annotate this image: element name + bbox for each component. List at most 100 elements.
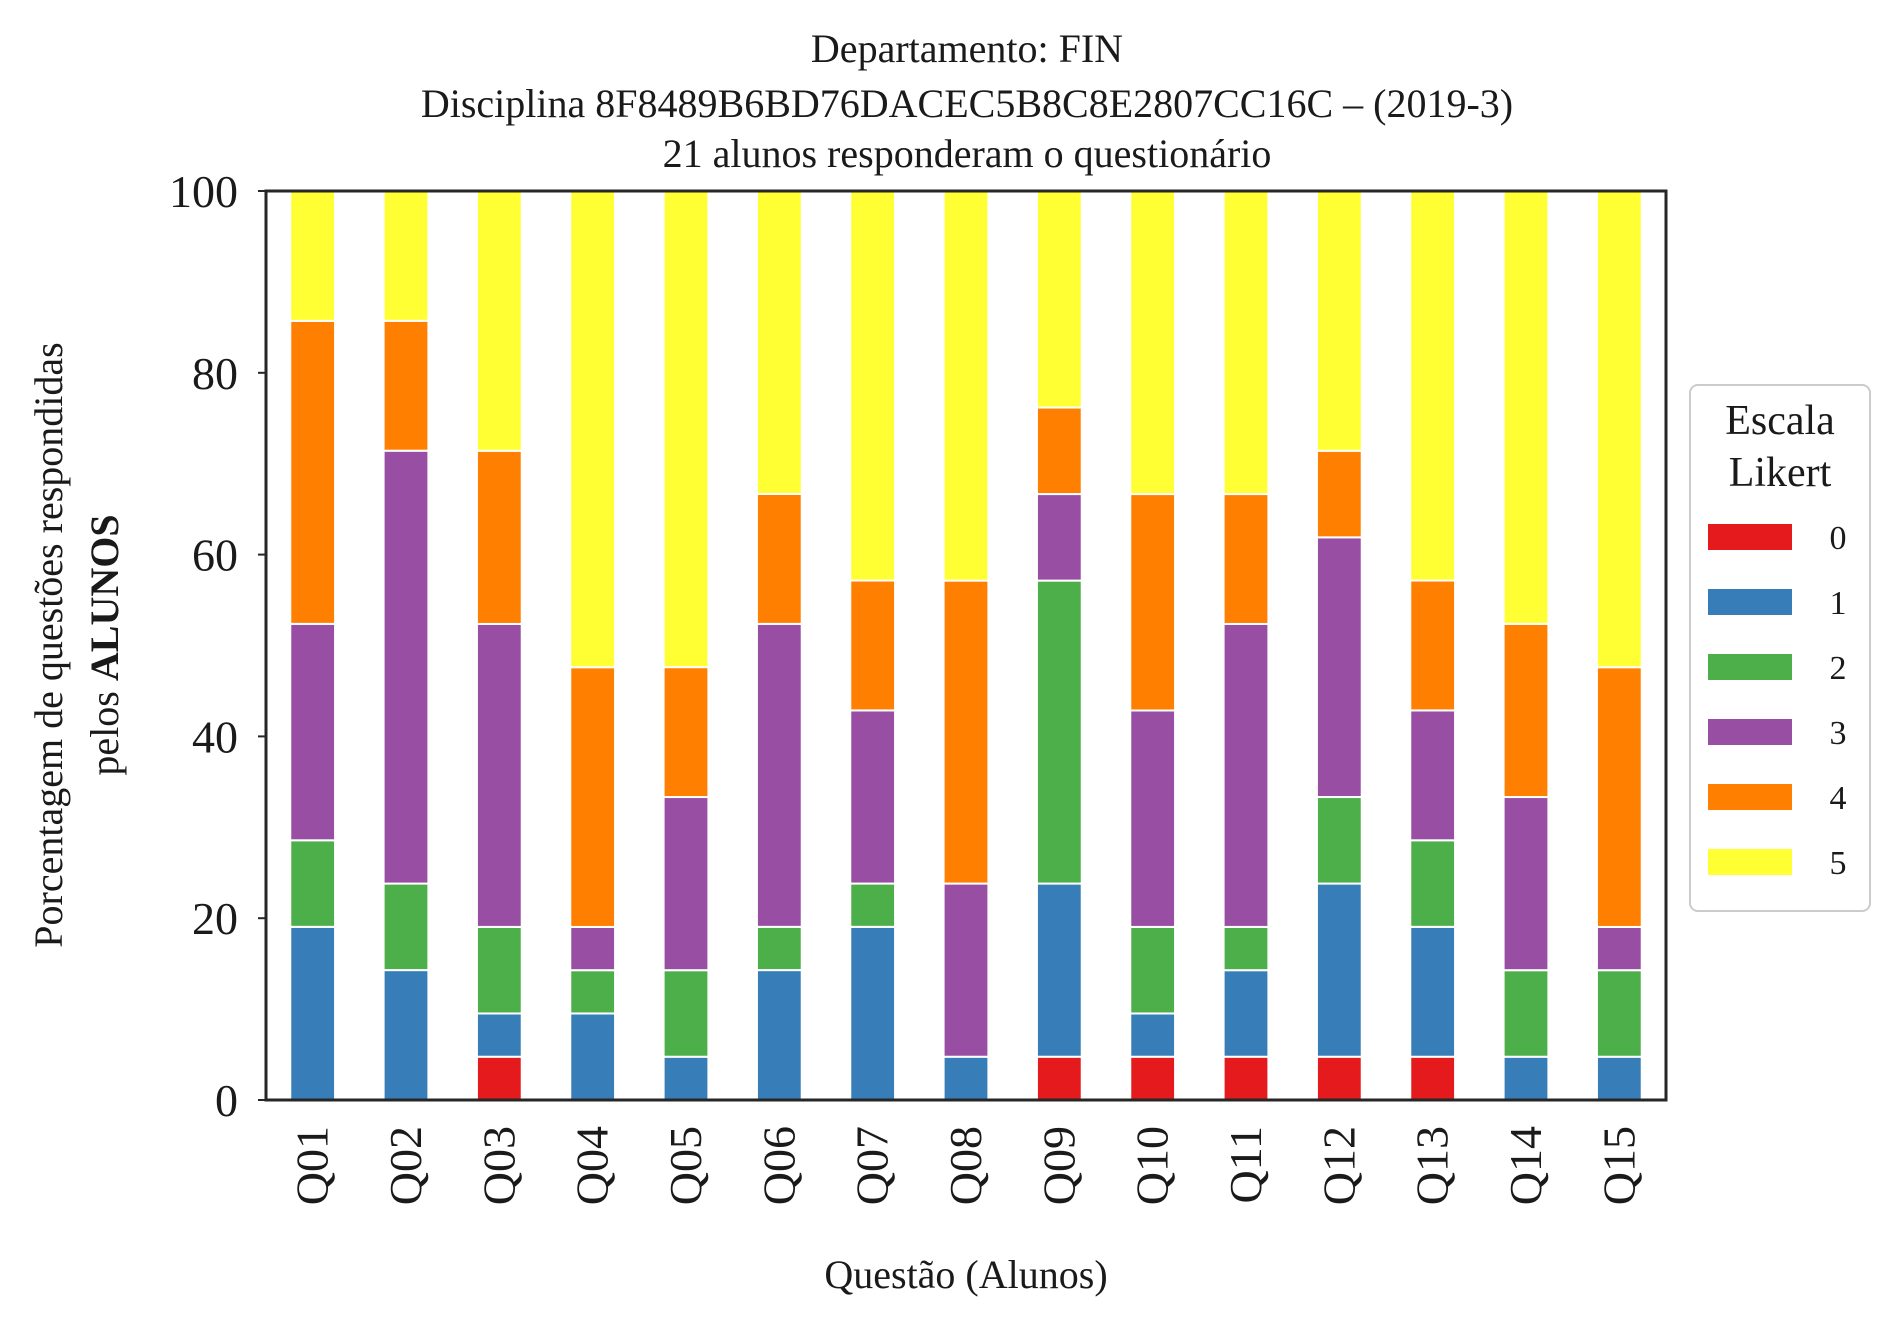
bar-q06-likert-3	[755, 622, 803, 928]
bar-q04-likert-1	[569, 1012, 617, 1102]
bar-q14-likert-1	[1502, 1055, 1550, 1101]
bar-q05-likert-5	[662, 190, 710, 669]
bar-q05-likert-1	[662, 1055, 710, 1101]
bar-q04-likert-4	[569, 666, 617, 928]
bar-q03-likert-2	[475, 925, 523, 1015]
bar-q06-likert-1	[755, 969, 803, 1101]
bar-q09-likert-3	[1035, 493, 1083, 582]
bar-q12-likert-3	[1315, 536, 1363, 799]
y-tick-label-60: 60	[192, 530, 238, 581]
bar-q13-likert-3	[1409, 709, 1457, 842]
bar-q03-likert-4	[475, 449, 523, 625]
bar-q01-likert-1	[289, 925, 337, 1102]
x-tick-label-q06: Q06	[753, 1126, 804, 1205]
bar-q03-likert-1	[475, 1012, 523, 1058]
bar-q13-likert-1	[1409, 925, 1457, 1058]
x-tick-label-q13: Q13	[1407, 1126, 1458, 1205]
bar-q13-likert-0	[1409, 1055, 1457, 1101]
x-tick-label-q03: Q03	[473, 1126, 524, 1205]
y-axis-label-line-2: pelos ALUNOS	[82, 514, 127, 775]
bar-q10-likert-0	[1129, 1055, 1177, 1101]
legend: Escala Likert 0 1 2 3 4 5	[1689, 384, 1871, 912]
bar-q07-likert-4	[849, 579, 897, 712]
bar-q04-likert-5	[569, 190, 617, 669]
legend-swatch-2	[1708, 654, 1792, 680]
x-axis-ticks: Q01 Q02 Q03 Q04 Q05 Q06 Q07 Q08 Q09 Q10 Q11 Q12 Q13 Q…	[287, 1126, 1645, 1205]
bar-q02-likert-1	[382, 969, 430, 1101]
x-tick-label-q10: Q10	[1127, 1126, 1178, 1205]
bar-q12-likert-4	[1315, 449, 1363, 539]
x-tick-label-q15: Q15	[1593, 1126, 1644, 1205]
legend-title-line-2: Likert	[1729, 450, 1832, 496]
legend-label-1: 1	[1830, 585, 1847, 622]
x-tick-label-q14: Q14	[1500, 1126, 1551, 1205]
title-line-2: Disciplina 8F8489B6BD76DACEC5B8C8E2807CC…	[421, 81, 1513, 126]
bar-q10-likert-5	[1129, 190, 1177, 496]
bar-q11-likert-5	[1222, 190, 1270, 496]
bar-q06-likert-5	[755, 190, 803, 495]
bar-q10-likert-2	[1129, 925, 1177, 1015]
bar-q02-likert-4	[382, 319, 430, 452]
bar-q05-likert-4	[662, 666, 710, 799]
bar-q15-likert-3	[1595, 925, 1643, 972]
legend-box	[1689, 384, 1871, 912]
title-line-3: 21 alunos responderam o questionário	[663, 131, 1272, 176]
bar-q15-likert-5	[1595, 190, 1643, 669]
x-tick-label-q05: Q05	[660, 1126, 711, 1205]
y-axis-label-line-1: Porcentagem de questões respondidas	[26, 342, 71, 947]
title-line-1: Departamento: FIN	[811, 26, 1123, 71]
bar-q09-likert-5	[1035, 190, 1083, 409]
bar-q09-likert-2	[1035, 579, 1083, 885]
bar-q04-likert-2	[569, 969, 617, 1015]
bar-q13-likert-5	[1409, 189, 1457, 582]
y-axis-ticks: 0 20 40 60 80 100	[169, 166, 266, 1126]
bar-q05-likert-3	[662, 796, 710, 972]
bar-q13-likert-4	[1409, 579, 1457, 712]
legend-label-2: 2	[1830, 650, 1847, 687]
legend-label-0: 0	[1830, 520, 1847, 557]
bar-q06-likert-4	[755, 492, 803, 625]
bar-q14-likert-4	[1502, 622, 1550, 799]
bar-q11-likert-3	[1222, 622, 1270, 928]
bar-q01-likert-4	[289, 319, 337, 625]
bar-q11-likert-1	[1222, 969, 1270, 1058]
legend-title-line-1: Escala	[1725, 398, 1835, 444]
bar-q15-likert-4	[1595, 666, 1643, 928]
bar-q12-likert-0	[1315, 1055, 1363, 1101]
bar-q07-likert-5	[849, 189, 897, 582]
y-tick-label-0: 0	[215, 1075, 238, 1126]
y-tick-label-20: 20	[192, 893, 238, 944]
bar-q08-likert-4	[942, 579, 990, 885]
bar-q03-likert-5	[475, 190, 523, 452]
bar-q02-likert-3	[382, 449, 430, 885]
bar-q09-likert-4	[1035, 406, 1083, 496]
y-tick-label-80: 80	[192, 348, 238, 399]
bar-q11-likert-0	[1222, 1055, 1270, 1101]
bar-q14-likert-5	[1502, 190, 1550, 625]
bar-q07-likert-1	[849, 925, 897, 1102]
bar-q08-likert-5	[942, 190, 990, 582]
bar-q10-likert-4	[1129, 493, 1177, 712]
bar-q12-likert-2	[1315, 796, 1363, 885]
bars-layer	[289, 189, 1643, 1102]
legend-swatch-4	[1708, 784, 1792, 810]
bar-q08-likert-1	[942, 1055, 990, 1101]
legend-items: 0 1 2 3 4 5	[1708, 520, 1847, 882]
bar-q11-likert-2	[1222, 925, 1270, 972]
bar-q11-likert-4	[1222, 493, 1270, 625]
x-tick-label-q07: Q07	[847, 1126, 898, 1205]
legend-label-3: 3	[1830, 715, 1847, 752]
bar-q10-likert-1	[1129, 1012, 1177, 1058]
bar-q06-likert-2	[755, 925, 803, 972]
legend-swatch-0	[1708, 524, 1792, 550]
bar-q07-likert-3	[849, 709, 897, 885]
bar-q15-likert-1	[1595, 1055, 1643, 1101]
x-tick-label-q02: Q02	[380, 1126, 431, 1205]
y-axis-label-bold: ALUNOS	[82, 514, 127, 681]
y-axis-label-prefix: pelos	[82, 681, 127, 775]
plot-area-frame	[264, 189, 1668, 1102]
bar-q09-likert-1	[1035, 882, 1083, 1058]
bar-q08-likert-3	[942, 882, 990, 1058]
chart-title: Departamento: FIN Disciplina 8F8489B6BD7…	[421, 26, 1513, 176]
